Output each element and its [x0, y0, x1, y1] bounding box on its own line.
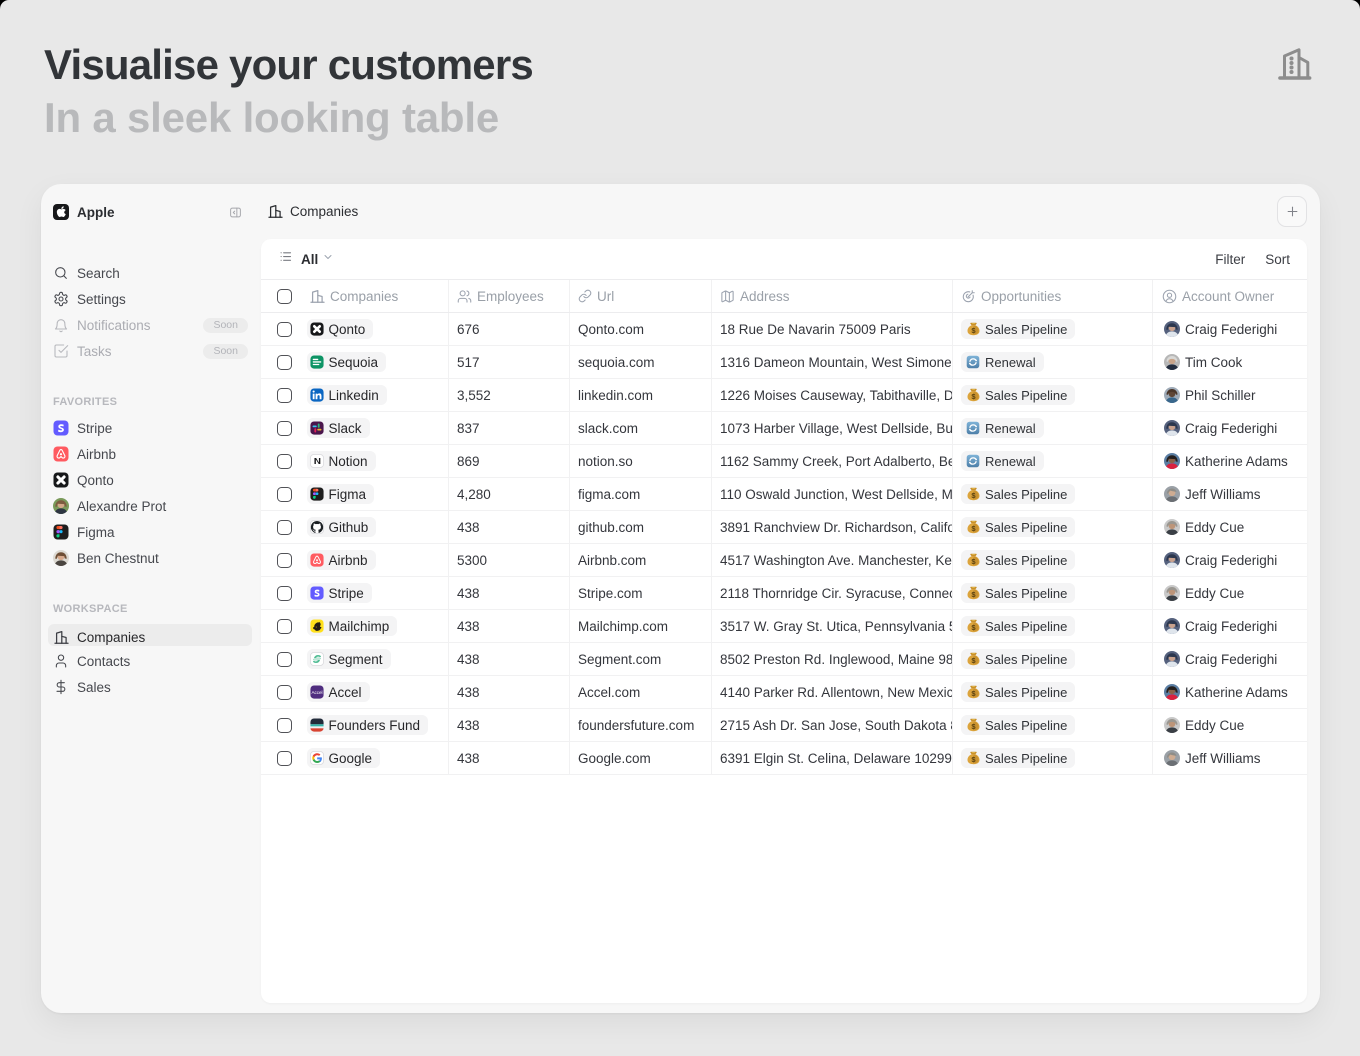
svg-text:$: $	[971, 656, 976, 665]
svg-text:$: $	[971, 557, 976, 566]
svg-text:$: $	[971, 623, 976, 632]
svg-text:$: $	[971, 755, 976, 764]
svg-text:Accel: Accel	[311, 690, 322, 695]
svg-text:$: $	[971, 392, 976, 401]
svg-text:$: $	[971, 590, 976, 599]
svg-text:$: $	[971, 326, 976, 335]
svg-text:$: $	[971, 689, 976, 698]
svg-text:$: $	[971, 722, 976, 731]
svg-text:$: $	[971, 524, 976, 533]
svg-text:$: $	[971, 491, 976, 500]
